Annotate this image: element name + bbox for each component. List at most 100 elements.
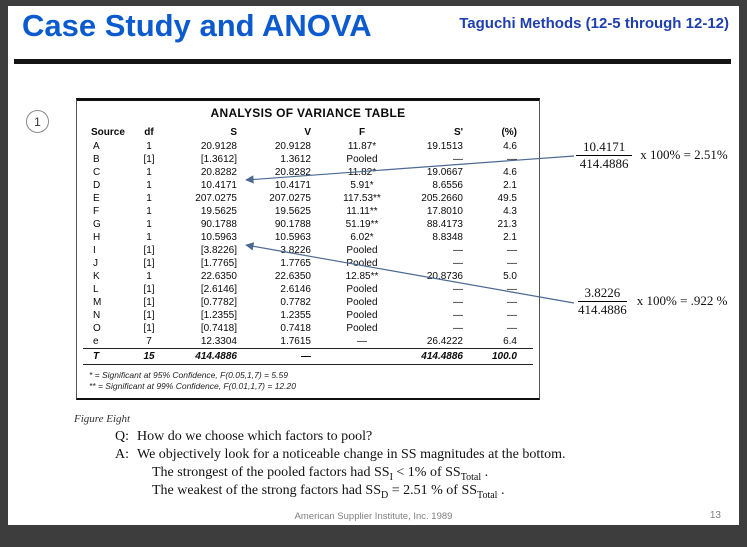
table-cell: 207.0275 [195, 193, 237, 204]
table-cell: — [453, 284, 463, 295]
table-cell: 1.2355 [280, 310, 311, 321]
calc-annotation-2: 3.8226 414.4886 x 100% = .922 % [576, 285, 728, 317]
table-cell: 11.82* [347, 167, 377, 178]
fraction-numerator: 3.8226 [577, 285, 628, 302]
table-cell: — [453, 310, 463, 321]
table-cell: Pooled [346, 154, 378, 165]
table-cell: O [93, 323, 101, 334]
table-cell: [1] [143, 154, 155, 165]
table-cell: 1 [146, 219, 152, 230]
table-row: I [1] [3.8226] 3.8226 Pooled — — [83, 244, 533, 257]
table-cell: 6.02* [350, 232, 374, 243]
anova-table: Source df S V F S' (%) A 1 20.9128 20.9128 11.87* 1… [83, 123, 533, 365]
table-cell: E [93, 193, 100, 204]
table-cell: 51.19** [345, 219, 379, 230]
table-cell: [0.7782] [200, 297, 237, 308]
table-cell: 414.4886 [169, 348, 249, 365]
table-cell: — [507, 310, 517, 321]
table-cell: 90.1788 [274, 219, 311, 230]
table-cell: 100.0 [475, 348, 533, 365]
calc-expression: x 100% = .922 % [636, 293, 728, 309]
table-cell: 207.0275 [269, 193, 311, 204]
table-cell: 4.3 [503, 206, 517, 217]
calc-expression: x 100% = 2.51% [640, 147, 728, 163]
subscript: D [381, 489, 389, 501]
table-cell: — [507, 154, 517, 165]
table-cell: 1 [146, 206, 152, 217]
column-header: S' [453, 127, 463, 138]
table-cell: N [93, 310, 101, 321]
table-cell: — [507, 258, 517, 269]
subscript: I [389, 471, 393, 483]
table-cell: 4.6 [503, 167, 517, 178]
table-cell: 10.5963 [274, 232, 311, 243]
table-cell: 88.4173 [426, 219, 463, 230]
table-cell: [1.7765] [200, 258, 237, 269]
table-cell: Pooled [346, 310, 378, 321]
table-cell: 90.1788 [200, 219, 237, 230]
table-row: D 1 10.4171 10.4171 5.91* 8.6556 2.1 [83, 179, 533, 192]
table-cell: [1] [143, 284, 155, 295]
table-cell: 11.87* [347, 141, 377, 152]
table-cell: [2.6146] [200, 284, 237, 295]
table-cell: — [453, 245, 463, 256]
table-cell: 26.4222 [426, 336, 463, 347]
table-cell: 1.3612 [280, 154, 311, 165]
table-total-row: T 15 414.4886—414.4886 100.0 [83, 348, 533, 365]
table-row: N [1] [1.2355] 1.2355 Pooled — — [83, 309, 533, 322]
column-header: (%) [501, 127, 517, 138]
table-cell: 1.7765 [280, 258, 311, 269]
table-cell: 49.5 [497, 193, 517, 204]
table-cell: 0.7782 [280, 297, 311, 308]
table-cell: [1] [143, 245, 155, 256]
table-cell: 1.7615 [280, 336, 311, 347]
table-cell: 1 [146, 167, 152, 178]
table-title: ANALYSIS OF VARIANCE TABLE [210, 106, 406, 120]
table-cell: Pooled [346, 245, 378, 256]
answer-detail-text: . [497, 483, 505, 498]
question-text: How do we choose which factors to pool? [137, 429, 373, 444]
table-cell: 2.6146 [280, 284, 311, 295]
table-cell: 1 [146, 232, 152, 243]
table-cell: 2.1 [503, 180, 517, 191]
table-cell: C [93, 167, 101, 178]
column-header: S [230, 127, 237, 138]
table-row: J [1] [1.7765] 1.7765 Pooled — — [83, 257, 533, 270]
table-row: F 1 19.5625 19.5625 11.11** 17.8010 4.3 [83, 205, 533, 218]
table-cell: 20.9128 [274, 141, 311, 152]
table-cell: 10.4171 [274, 180, 311, 191]
table-cell: e [93, 336, 99, 347]
table-cell: Pooled [346, 323, 378, 334]
answer-detail-text: = 2.51 % of SS [388, 483, 478, 498]
table-cell: 5.91* [350, 180, 374, 191]
table-cell: [3.8226] [200, 245, 237, 256]
table-cell: A [93, 141, 100, 152]
table-cell: 20.8282 [200, 167, 237, 178]
table-cell: Pooled [346, 297, 378, 308]
table-row: O [1] [0.7418] 0.7418 Pooled — — [83, 322, 533, 335]
table-cell: H [93, 232, 101, 243]
table-cell: B [93, 154, 100, 165]
table-cell: 22.6350 [274, 271, 311, 282]
table-cell: — [453, 258, 463, 269]
table-cell: 20.8282 [274, 167, 311, 178]
table-cell: — [357, 336, 367, 347]
table-cell: 20.8736 [426, 271, 463, 282]
answer-detail-text: < 1% of SS [392, 465, 461, 480]
calc-annotation-1: 10.4171 414.4886 x 100% = 2.51% [576, 139, 728, 171]
column-header: F [358, 127, 366, 138]
answer-detail-1: The strongest of the pooled factors had … [152, 465, 488, 483]
table-footnote: * = Significant at 95% Confidence, F(0.0… [89, 370, 288, 380]
table-cell [327, 348, 397, 365]
table-cell: [1] [143, 323, 155, 334]
table-cell: 8.6556 [432, 180, 463, 191]
table-cell: 1 [146, 141, 152, 152]
table-cell: 7 [146, 336, 152, 347]
answer-detail-text: The strongest of the pooled factors had … [152, 465, 390, 480]
answer-detail-text: The weakest of the strong factors had SS [152, 483, 381, 498]
table-cell: [1.3612] [200, 154, 237, 165]
table-row: B [1] [1.3612] 1.3612 Pooled — — [83, 153, 533, 166]
question-line: Q: How do we choose which factors to pool… [115, 429, 372, 445]
footer-attribution: American Supplier Institute, Inc. 1989 [294, 511, 453, 522]
table-cell: [1] [143, 310, 155, 321]
